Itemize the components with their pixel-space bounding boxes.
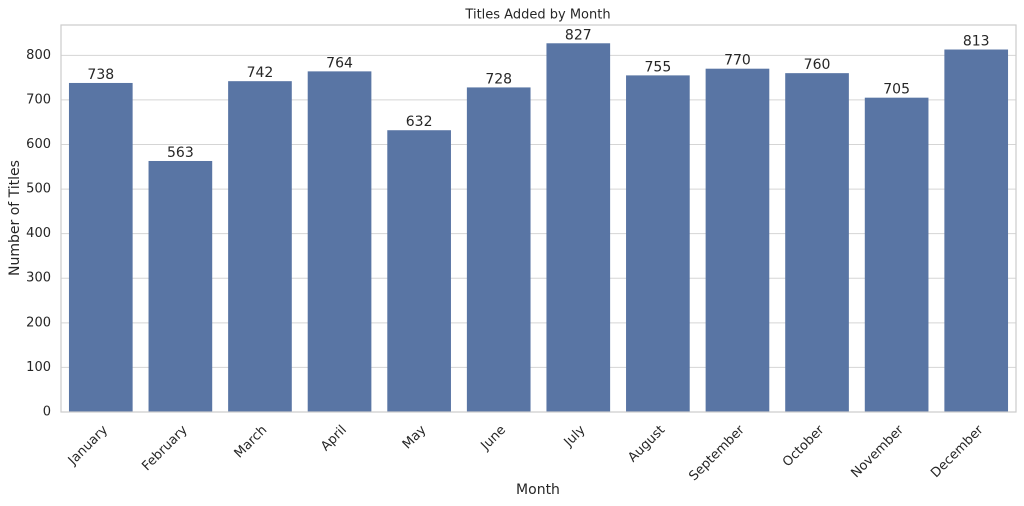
bar [466, 87, 531, 412]
value-label: 770 [724, 53, 751, 69]
y-tick-label: 100 [26, 360, 51, 375]
x-tick-label: July [561, 422, 589, 450]
x-tick-label: January [65, 422, 111, 468]
bar [705, 68, 770, 413]
y-tick-label: 600 [26, 137, 51, 152]
bar [148, 160, 213, 412]
plot-frame [60, 24, 1017, 413]
x-tick-label: March [232, 423, 271, 462]
y-tick-label: 700 [26, 92, 51, 107]
value-label: 764 [326, 55, 353, 71]
value-label: 632 [406, 114, 433, 130]
value-label: 705 [883, 82, 910, 98]
x-axis-label: Month [516, 482, 560, 498]
x-tick-label: April [318, 423, 350, 455]
x-tick-label: October [780, 422, 828, 470]
value-label: 827 [565, 27, 592, 43]
x-tick-label: November [848, 422, 907, 481]
x-tick-label: December [928, 422, 987, 481]
value-label: 728 [485, 71, 512, 87]
bar [228, 81, 292, 412]
y-tick-label: 300 [26, 271, 51, 286]
value-label: 738 [87, 67, 114, 83]
y-tick-label: 0 [43, 405, 51, 420]
x-tick-label: February [139, 422, 191, 474]
bar [546, 43, 611, 412]
value-label: 755 [645, 59, 672, 75]
bar [626, 75, 690, 412]
x-tick-label: May [400, 422, 430, 452]
y-tick-label: 400 [26, 226, 51, 241]
x-tick-label: September [686, 422, 748, 484]
bar [68, 82, 133, 413]
y-axis-label: Number of Titles [7, 160, 23, 276]
y-tick-label: 200 [26, 315, 51, 330]
bar [387, 130, 451, 412]
y-tick-label: 800 [26, 48, 51, 63]
y-tick-label: 500 [26, 182, 51, 197]
value-label: 742 [247, 65, 274, 81]
bar [864, 97, 929, 413]
value-label: 760 [804, 57, 831, 73]
chart-title: Titles Added by Month [464, 8, 610, 23]
x-tick-label: August [625, 423, 668, 466]
value-label: 563 [167, 145, 194, 161]
x-tick-label: June [478, 423, 509, 454]
bar [785, 73, 849, 413]
bar [944, 49, 1009, 413]
bar [307, 71, 372, 413]
value-label: 813 [963, 34, 990, 50]
